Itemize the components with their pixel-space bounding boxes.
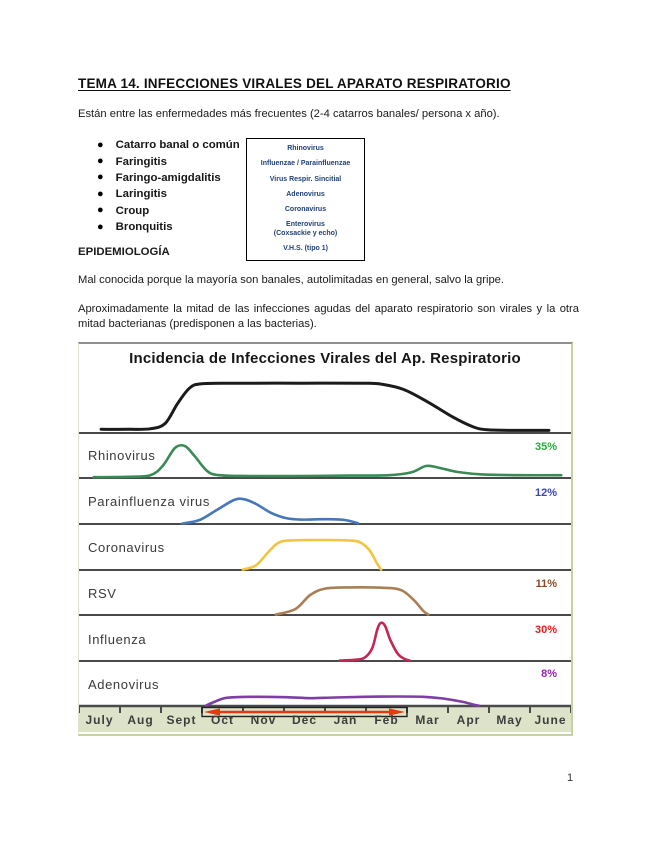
bullet-icon: ● (97, 187, 104, 200)
page-number: 1 (567, 772, 574, 784)
bullet-icon: ● (97, 171, 104, 184)
list-item: ● Faringo-amigdalitis (97, 170, 240, 186)
month-tick-label: Jan (333, 713, 358, 727)
virus-name: Adenovirus (286, 190, 325, 198)
month-tick-label: Apr (456, 713, 481, 727)
virus-name: Coronavirus (284, 206, 327, 213)
symptom-bullet-list: ● Catarro banal o común ● Faringitis ● F… (97, 137, 240, 235)
row-label-adenovirus: Adenovirus (88, 677, 160, 692)
virus-list-box: Rhinovirus Influenzae / Parainfluenzae V… (246, 138, 365, 261)
page-title: TEMA 14. INFECCIONES VIRALES DEL APARATO… (78, 76, 511, 91)
bullet-icon: ● (97, 138, 104, 151)
month-tick-label: Aug (127, 713, 154, 727)
paragraph: Aproximadamente la mitad de las infeccio… (78, 303, 579, 330)
intro-paragraph: Están entre las enfermedades más frecuen… (78, 108, 500, 120)
month-tick-label: Nov (250, 713, 277, 727)
bullet-icon: ● (97, 155, 104, 168)
row-label-coronavirus: Coronavirus (88, 540, 165, 555)
list-item: ● Faringitis (97, 153, 240, 169)
month-tick-label: Feb (374, 713, 399, 727)
row-label-rsv: RSV (88, 586, 117, 601)
month-tick-label: Sept (166, 713, 197, 727)
list-item: ● Croup (97, 203, 240, 219)
month-tick-label: May (496, 713, 523, 727)
bullet-icon: ● (97, 220, 104, 233)
row-label-influenza: Influenza (88, 632, 147, 647)
pct-rsv: 11% (535, 578, 557, 590)
month-tick-label: Oct (210, 713, 234, 727)
virus-name: Enterovirus (Coxsackie y echo) (273, 221, 338, 237)
list-item: ● Laringitis (97, 186, 240, 202)
incidence-chart: Incidencia de Infecciones Virales del Ap… (78, 342, 573, 736)
pct-influenza: 30% (534, 624, 557, 636)
month-axis: July Aug Sept Oct Nov Dec Jan Feb Mar Ap… (79, 708, 571, 732)
month-tick-label: Dec (291, 713, 317, 727)
month-tick-label: June (534, 713, 567, 727)
month-tick-label: Mar (415, 713, 440, 727)
list-item-label: Bronquitis (115, 221, 173, 234)
pct-parainfluenza: 12% (534, 487, 557, 499)
pct-rhinovirus: 35% (534, 441, 557, 453)
list-item: ● Catarro banal o común (97, 137, 240, 153)
list-item-label: Catarro banal o común (115, 139, 240, 152)
virus-name: V.H.S. (tipo 1) (283, 245, 328, 253)
incidence-chart-canvas (79, 381, 571, 732)
virus-name: Virus Respir. Sincitial (269, 175, 342, 183)
month-tick-label: July (85, 713, 114, 727)
list-item-label: Croup (115, 204, 150, 217)
list-item-label: Laringitis (115, 188, 167, 201)
list-item-label: Faringo-amigdalitis (115, 171, 221, 184)
chart-title: Incidencia de Infecciones Virales del Ap… (129, 350, 521, 367)
virus-name: Influenzae / Parainfluenzae (260, 160, 351, 168)
epidemiology-heading: EPIDEMIOLOGÍA (78, 246, 170, 258)
list-item: ● Bronquitis (97, 219, 240, 235)
row-label-parainfluenza: Parainfluenza virus (88, 494, 210, 509)
paragraph: Mal conocida porque la mayoría son banal… (78, 274, 504, 286)
row-label-rhinovirus: Rhinovirus (88, 448, 156, 463)
list-item-label: Faringitis (115, 155, 167, 168)
virus-name: Rhinovirus (287, 145, 324, 152)
bullet-icon: ● (97, 204, 104, 217)
pct-adenovirus: 8% (541, 668, 557, 680)
